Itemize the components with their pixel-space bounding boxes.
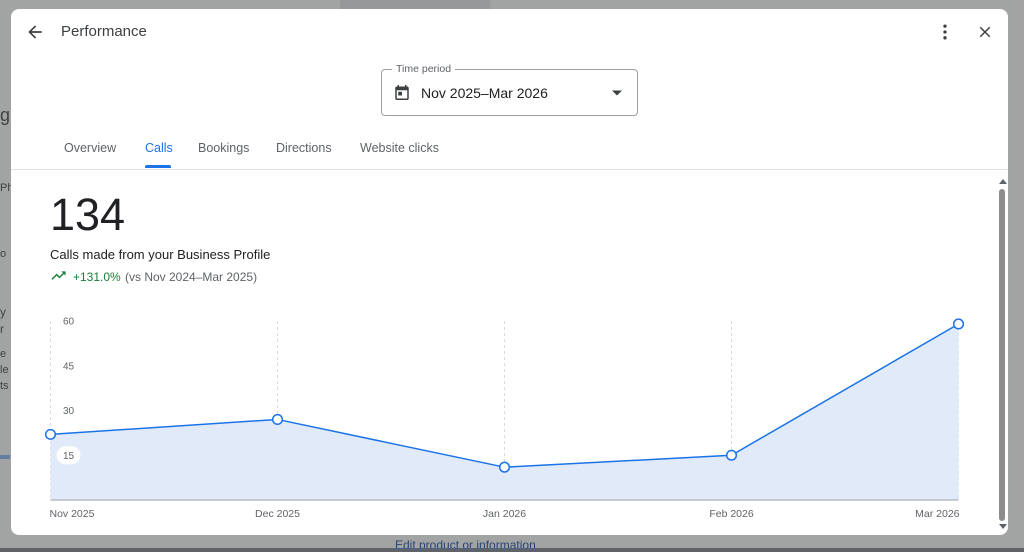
chart-data-point [271,413,284,426]
time-period-label: Time period [392,63,456,75]
background-fragment: e [0,348,7,360]
background-fragment: Ph [0,182,14,194]
delta-percentage: +131.0% [73,270,121,284]
x-tick-label: Dec 2025 [255,508,300,520]
dialog-title: Performance [61,23,147,40]
y-tick-label: 45 [63,361,75,372]
y-tick-label: 60 [63,317,75,328]
y-tick-label-background [56,446,81,465]
calls-total: 134 [50,189,126,240]
chart-data-point [725,449,738,461]
x-tick-label: Mar 2026 [915,508,960,520]
tab-overview[interactable]: Overview [64,141,117,155]
chart-data-point [44,428,57,440]
more-vert-icon [943,24,947,40]
scroll-thumb[interactable] [999,189,1005,521]
background-fragment: le [0,364,9,376]
chart-data-point [952,318,965,330]
time-period-value: Nov 2025–Mar 2026 [421,85,548,101]
tab-bookings[interactable]: Bookings [198,141,250,155]
background-bar [0,455,10,459]
close-icon [979,26,991,38]
active-tab-indicator [145,165,171,168]
arrow-back-icon [28,25,42,39]
background-toolbar [340,0,490,10]
y-tick-label: 30 [63,406,75,417]
y-tick-label: 15 [63,451,75,462]
trending-up-icon [51,271,66,280]
metric-tabs: Overview Calls Bookings Directions Websi… [11,133,1008,170]
background-fragment: y [0,305,6,319]
x-tick-label: Nov 2025 [50,508,95,520]
metric-description: Calls made from your Business Profile [50,247,271,262]
x-tick-label: Jan 2026 [483,508,526,520]
performance-dialog: Performance Time period Nov 2025–Mar 202… [11,9,1008,535]
dialog-scrollbar[interactable] [995,171,1008,535]
time-period-dropdown[interactable]: Time period Nov 2025–Mar 2026 [381,63,638,116]
background-fragment: o [0,248,7,260]
close-button[interactable] [969,16,1001,48]
comparison-period: (vs Nov 2024–Mar 2025) [125,270,258,284]
background-fragment: ts [0,380,9,392]
chart-data-point [498,461,511,473]
dropdown-arrow-icon [612,90,622,96]
background-fragment: gl [0,105,15,125]
calls-chart: 15 30 45 60 Nov 2025 Dec 2025 Jan 2026 Feb 2026… [44,317,965,520]
scroll-up-arrow-icon[interactable] [999,179,1007,184]
dialog-header: Performance [11,9,1008,55]
background-fragment: r [0,322,4,336]
scroll-down-arrow-icon[interactable] [999,524,1007,529]
tab-directions[interactable]: Directions [276,141,332,155]
back-button[interactable] [19,16,51,48]
more-options-button[interactable] [929,16,961,48]
x-tick-label: Feb 2026 [709,508,754,520]
calendar-icon [395,85,409,100]
tab-calls[interactable]: Calls [145,141,173,155]
tab-website-clicks[interactable]: Website clicks [360,141,439,155]
